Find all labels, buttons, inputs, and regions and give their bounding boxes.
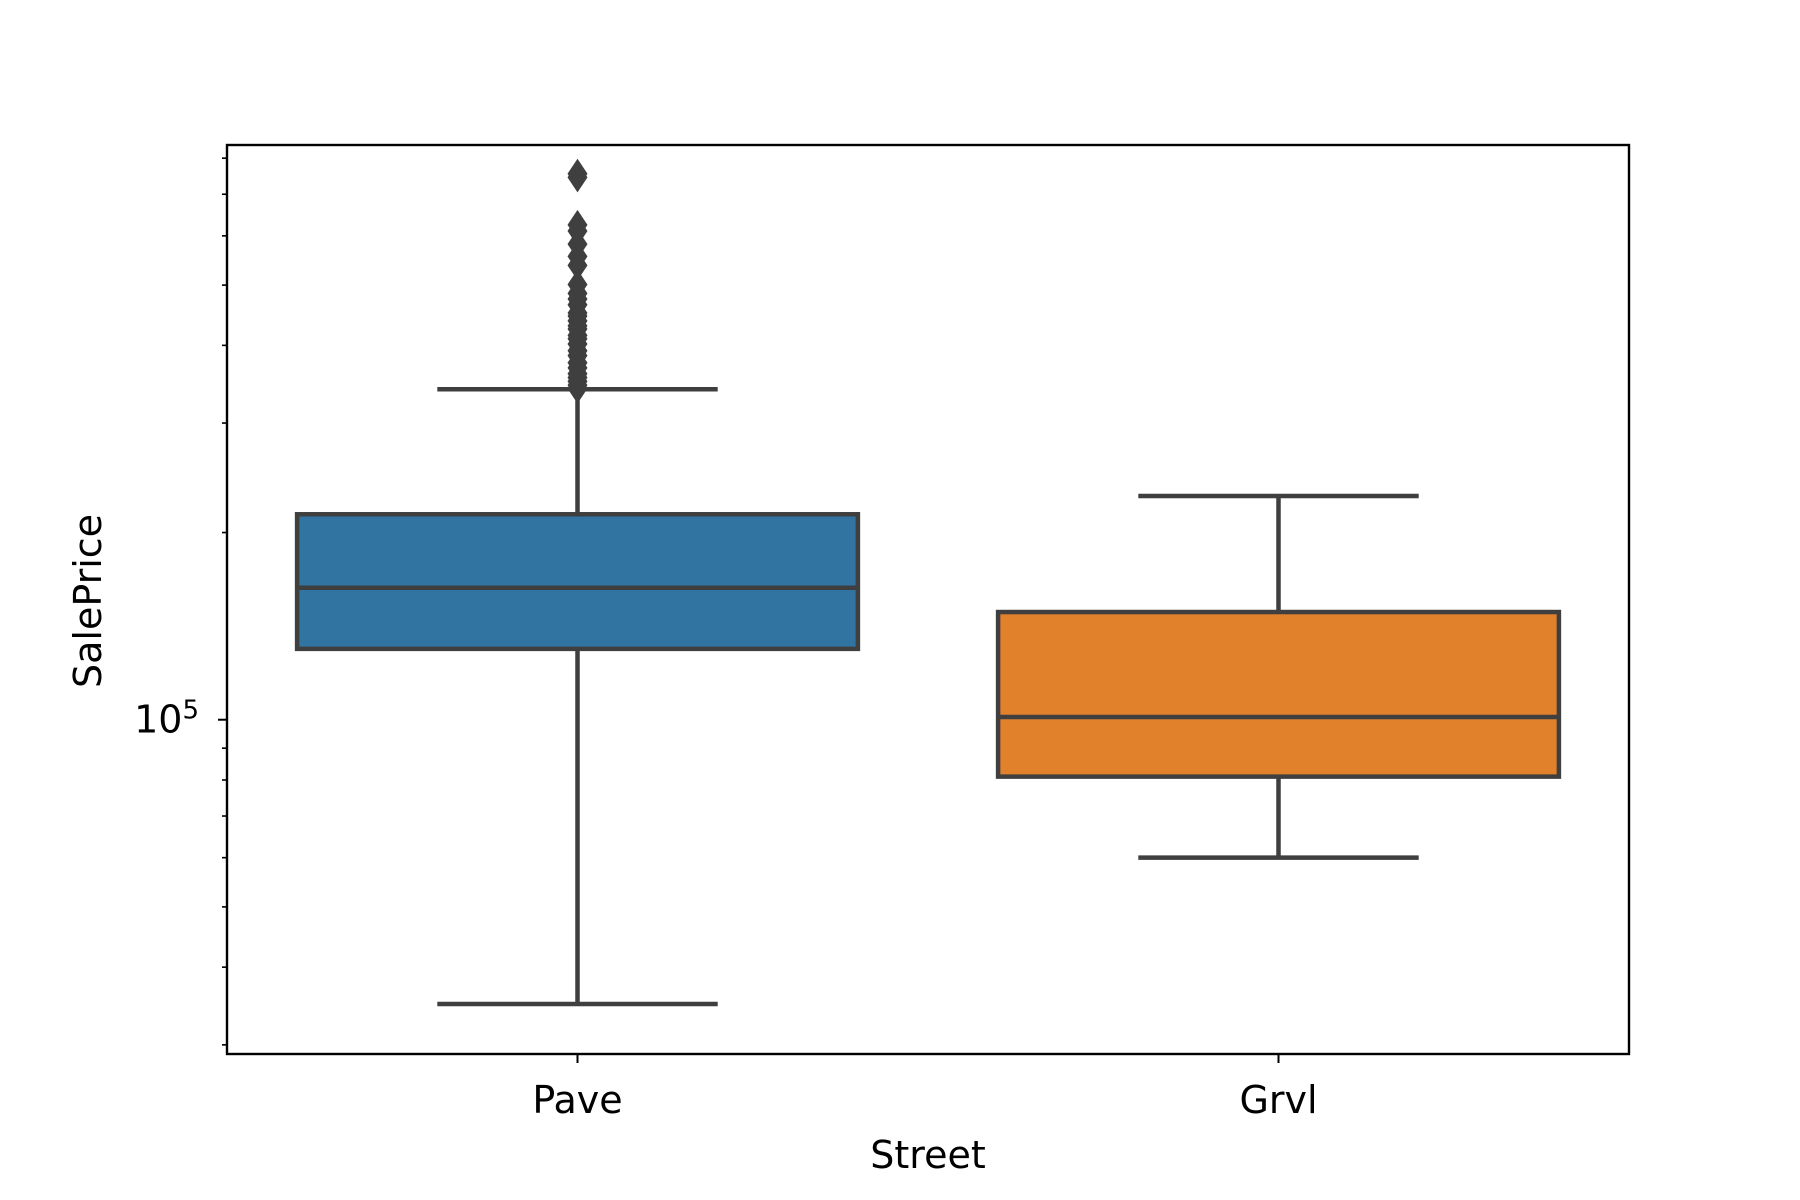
y-tick-label: 105 bbox=[134, 696, 199, 742]
outlier-point bbox=[567, 269, 588, 300]
major-ticks-layer: Pave Grvl 105 bbox=[134, 696, 1317, 1122]
outlier-point bbox=[567, 209, 588, 240]
y-axis-label: SalePrice bbox=[66, 514, 110, 688]
box-group-pave bbox=[294, 158, 861, 1007]
boxes-layer bbox=[294, 158, 1562, 1007]
x-tick-label: Pave bbox=[532, 1078, 622, 1122]
x-tick-label: Grvl bbox=[1239, 1078, 1317, 1122]
plot-frame bbox=[225, 143, 1631, 1056]
outlier-point bbox=[567, 158, 588, 189]
box-group-grvl bbox=[995, 493, 1562, 860]
iqr-box bbox=[294, 512, 861, 652]
x-axis-label: Street bbox=[870, 1133, 985, 1177]
iqr-box bbox=[995, 609, 1562, 779]
